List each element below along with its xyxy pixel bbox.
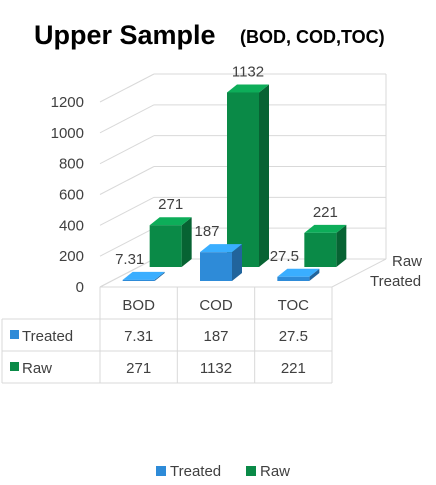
table-row-label: Treated [22, 328, 73, 345]
bar-raw-toc [304, 224, 347, 267]
data-table: BOD COD TOC Treated 7.31 187 27.5 Raw 271 1132 221 [1, 287, 333, 384]
bar-side [181, 217, 192, 267]
bar-top [149, 217, 192, 226]
gridline-side [99, 135, 155, 165]
y-tick-label: 800 [59, 156, 84, 173]
data-label: 7.31 [115, 251, 144, 268]
gridline-side [99, 227, 155, 257]
y-tick-label: 0 [76, 279, 84, 296]
bar-front [149, 225, 182, 267]
table-cell: 1132 [200, 360, 232, 377]
bar-top [122, 271, 165, 280]
bar-side [336, 224, 347, 267]
legend-label: Treated [170, 463, 221, 480]
bar-side [259, 84, 269, 267]
bar-top [227, 84, 269, 93]
table-cell: 187 [203, 328, 228, 345]
gridline-side [99, 104, 155, 134]
legend-swatch [246, 466, 256, 476]
bar-treated-bod [122, 271, 165, 281]
bar-treated-toc [277, 268, 320, 281]
table-legend-key [10, 330, 19, 339]
table-header-cell: COD [199, 297, 233, 314]
y-tick-label: 600 [59, 187, 84, 204]
bar-raw-bod [149, 217, 192, 267]
table-legend-key [10, 362, 19, 371]
y-tick-label: 200 [59, 248, 84, 265]
chart-title: Upper Sample (BOD, COD,TOC) [34, 20, 385, 50]
table-cell: 27.5 [279, 328, 308, 345]
gridline-side [99, 258, 155, 288]
data-label: 1132 [232, 63, 264, 80]
bar-side [232, 244, 242, 281]
y-tick-label: 1200 [51, 94, 84, 111]
y-tick-label: 1000 [51, 125, 84, 142]
table-cell: 271 [126, 360, 151, 377]
bar-front [304, 232, 337, 267]
bars [122, 84, 347, 281]
bar-treated-cod [200, 244, 242, 281]
bar-front [122, 279, 155, 281]
gridline-side [99, 196, 155, 226]
bar-side [309, 268, 320, 281]
chart-subtitle: (BOD, COD,TOC) [240, 27, 385, 47]
gridline-side [99, 73, 155, 103]
data-label: 27.5 [270, 248, 299, 265]
depth-label-raw: Raw [392, 253, 422, 270]
depth-label-treated: Treated [370, 273, 421, 290]
legend-item-raw: Raw [246, 463, 290, 480]
table-header-cell: BOD [122, 297, 155, 314]
legend-swatch [156, 466, 166, 476]
y-tick-label: 400 [59, 217, 84, 234]
series-depth-labels: Raw Treated [370, 253, 422, 290]
chart-title-main: Upper Sample [34, 20, 216, 50]
table-cell: 7.31 [124, 328, 153, 345]
bar-top [277, 268, 320, 277]
bar-side [154, 271, 165, 281]
table-row-label: Raw [22, 360, 52, 377]
data-labels: 271 1132 221 7.31 187 27.5 [115, 63, 338, 267]
legend: Treated Raw [156, 463, 290, 480]
bar-top [304, 224, 347, 233]
bar-front [277, 276, 310, 281]
data-label: 271 [158, 196, 183, 213]
data-label: 221 [313, 204, 338, 221]
legend-item-treated: Treated [156, 463, 221, 480]
bar-front [200, 252, 232, 281]
table-cell: 221 [281, 360, 306, 377]
bar-raw-cod [227, 84, 269, 267]
legend-label: Raw [260, 463, 290, 480]
gridlines [99, 73, 387, 288]
y-axis-ticks: 0 200 400 600 800 1000 1200 [51, 94, 84, 296]
data-label: 187 [194, 223, 219, 240]
table-header-cell: TOC [278, 297, 310, 314]
bar-top [200, 244, 242, 253]
gridline-side [99, 166, 155, 195]
bar-front [227, 92, 259, 267]
